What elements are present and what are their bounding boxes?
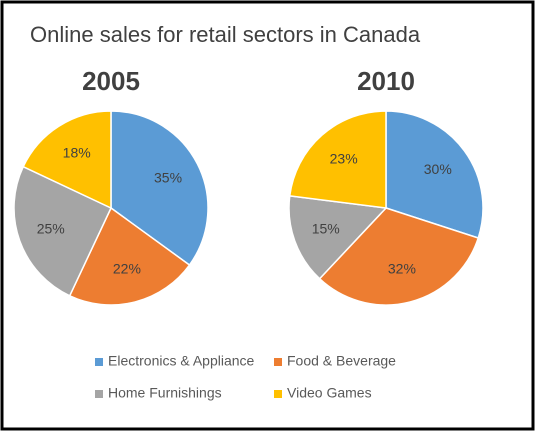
slice-label: 35%: [154, 170, 182, 186]
slice-label: 23%: [330, 151, 358, 167]
slice-label: 25%: [37, 220, 65, 236]
pie-title: 2005: [82, 66, 140, 96]
legend-label: Food & Beverage: [287, 353, 396, 369]
legend-swatch: [95, 358, 103, 366]
slice-label: 22%: [113, 261, 141, 277]
slice-label: 15%: [312, 220, 340, 236]
legend-swatch: [274, 390, 282, 398]
legend-swatch: [95, 390, 103, 398]
pie-slice: [318, 207, 480, 306]
pie-slice: [13, 165, 112, 297]
chart-title: Online sales for retail sectors in Canad…: [30, 22, 421, 47]
slice-label: 18%: [63, 145, 91, 161]
legend-label: Home Furnishings: [108, 385, 222, 401]
pie-slice: [22, 110, 112, 210]
pie-slice: [288, 110, 387, 209]
pie-slice: [288, 195, 388, 280]
slice-label: 30%: [424, 161, 452, 177]
legend-label: Electronics & Appliance: [108, 353, 255, 369]
pie-slice: [110, 110, 209, 267]
pie-slice: [385, 110, 484, 239]
legend-swatch: [274, 358, 282, 366]
slice-label: 32%: [388, 261, 416, 277]
legend-label: Video Games: [287, 385, 372, 401]
pie-title: 2010: [357, 66, 415, 96]
